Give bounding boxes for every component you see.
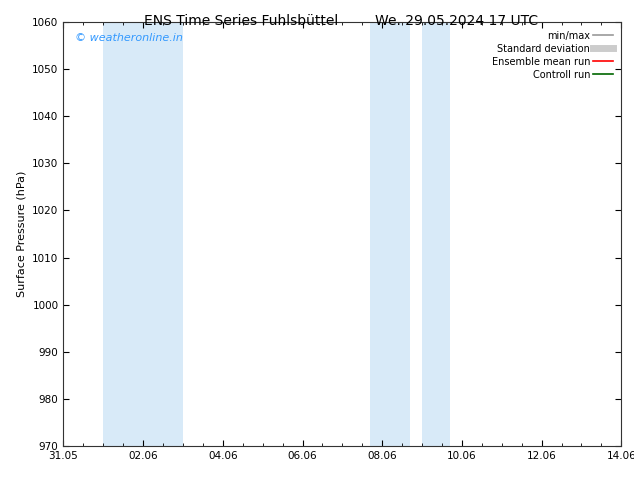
Text: ENS Time Series Fuhlsbüttel: ENS Time Series Fuhlsbüttel (144, 14, 338, 28)
Text: We. 29.05.2024 17 UTC: We. 29.05.2024 17 UTC (375, 14, 538, 28)
Bar (370, 22, 410, 446)
Legend: min/max, Standard deviation, Ensemble mean run, Controll run: min/max, Standard deviation, Ensemble me… (488, 27, 616, 83)
Text: © weatheronline.in: © weatheronline.in (75, 33, 183, 43)
Bar (103, 22, 183, 446)
Bar (422, 22, 450, 446)
Y-axis label: Surface Pressure (hPa): Surface Pressure (hPa) (16, 171, 27, 297)
